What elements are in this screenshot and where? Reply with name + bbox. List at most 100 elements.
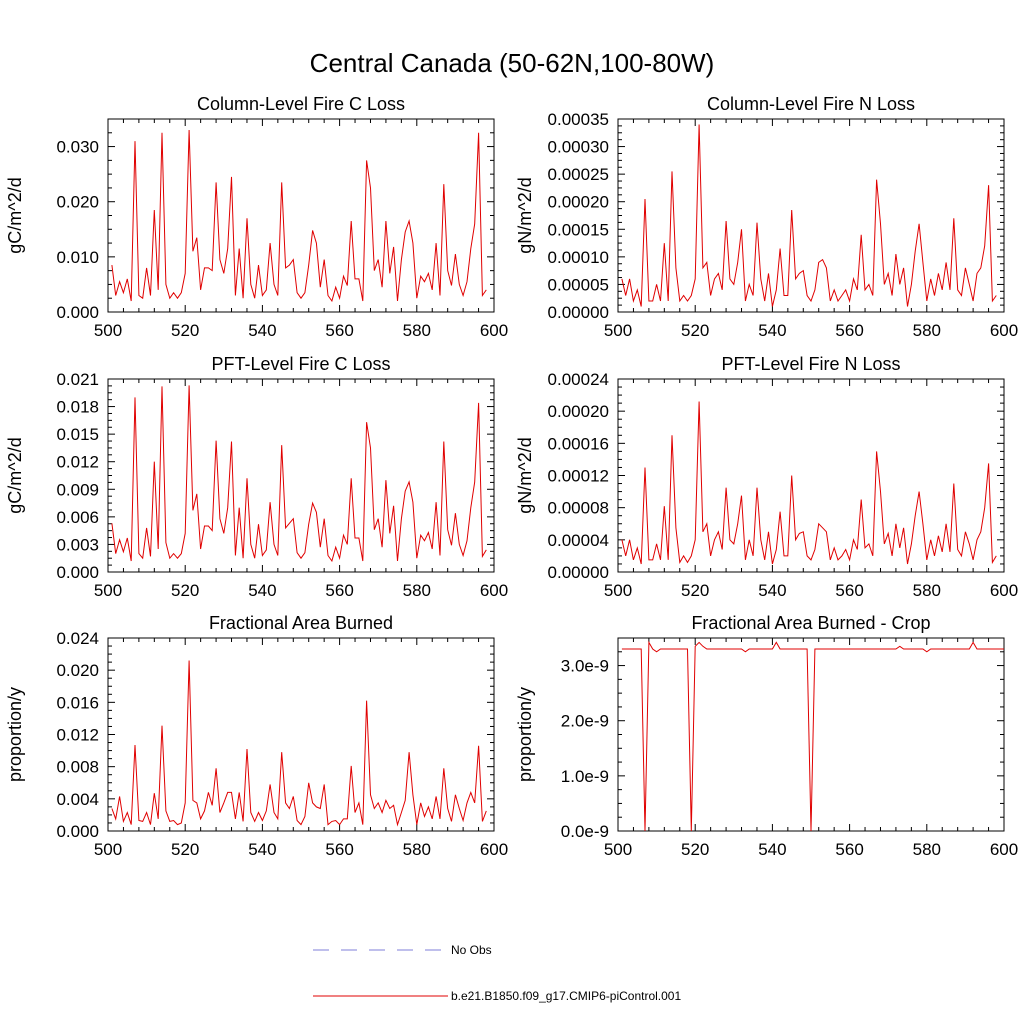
x-tick-label: 560 bbox=[835, 321, 863, 340]
x-tick-label: 540 bbox=[758, 840, 786, 859]
x-tick-label: 560 bbox=[325, 581, 353, 600]
y-tick-label: 0.015 bbox=[56, 425, 99, 444]
x-tick-label: 560 bbox=[835, 581, 863, 600]
x-tick-label: 600 bbox=[480, 321, 508, 340]
panels: Column-Level Fire C Loss gC/m^2/d 500 520 54… bbox=[5, 94, 1018, 859]
x-tick-label: 500 bbox=[604, 581, 632, 600]
y-tick-label: 0.030 bbox=[56, 138, 99, 157]
y-axis-label: gC/m^2/d bbox=[5, 437, 25, 513]
series-line bbox=[621, 401, 997, 565]
x-tick-label: 540 bbox=[758, 581, 786, 600]
x-tick-label: 600 bbox=[480, 840, 508, 859]
x-tick-label: 520 bbox=[681, 581, 709, 600]
y-tick-label: 0.00015 bbox=[548, 220, 609, 239]
panel-4: PFT-Level Fire N Loss gN/m^2/d 500 520 540 56… bbox=[515, 354, 1018, 600]
panel-2: Column-Level Fire N Loss gN/m^2/d 500 520 54… bbox=[515, 94, 1018, 340]
x-tick-label: 500 bbox=[604, 321, 632, 340]
x-tick-label: 560 bbox=[325, 321, 353, 340]
x-tick-label: 580 bbox=[913, 840, 941, 859]
y-tick-label: 0.016 bbox=[56, 693, 99, 712]
x-tick-label: 580 bbox=[403, 321, 431, 340]
y-tick-label: 0.00035 bbox=[548, 110, 609, 129]
y-tick-label: 0.0e-9 bbox=[561, 822, 609, 841]
y-tick-label: 0.00016 bbox=[548, 434, 609, 453]
x-tick-label: 580 bbox=[403, 840, 431, 859]
y-axis-label: proportion/y bbox=[5, 687, 25, 782]
y-tick-label: 0.000 bbox=[56, 822, 99, 841]
x-tick-label: 560 bbox=[325, 840, 353, 859]
series-line bbox=[111, 385, 487, 563]
panel-title: PFT-Level Fire N Loss bbox=[721, 354, 900, 374]
x-tick-label: 540 bbox=[248, 321, 276, 340]
y-tick-label: 0.00020 bbox=[548, 402, 609, 421]
x-tick-label: 520 bbox=[171, 840, 199, 859]
x-tick-label: 520 bbox=[681, 840, 709, 859]
y-tick-label: 0.00025 bbox=[548, 165, 609, 184]
series-line bbox=[111, 129, 487, 303]
y-tick-label: 0.004 bbox=[56, 790, 99, 809]
x-tick-label: 520 bbox=[171, 321, 199, 340]
series-line bbox=[111, 660, 487, 827]
panel-6: Fractional Area Burned - Crop proportion/… bbox=[515, 613, 1018, 859]
panel-title: PFT-Level Fire C Loss bbox=[211, 354, 390, 374]
y-tick-label: 0.012 bbox=[56, 453, 99, 472]
x-tick-label: 580 bbox=[403, 581, 431, 600]
y-tick-label: 0.020 bbox=[56, 193, 99, 212]
x-tick-label: 500 bbox=[94, 840, 122, 859]
panel-title: Column-Level Fire C Loss bbox=[197, 94, 405, 114]
y-axis-label: gN/m^2/d bbox=[515, 437, 535, 513]
y-tick-label: 0.003 bbox=[56, 535, 99, 554]
x-tick-label: 560 bbox=[835, 840, 863, 859]
y-tick-label: 0.010 bbox=[56, 248, 99, 267]
y-tick-label: 1.0e-9 bbox=[561, 767, 609, 786]
y-tick-label: 0.00005 bbox=[548, 275, 609, 294]
x-tick-label: 600 bbox=[990, 321, 1018, 340]
panel-title: Fractional Area Burned bbox=[209, 613, 393, 633]
x-tick-label: 580 bbox=[913, 321, 941, 340]
y-tick-label: 2.0e-9 bbox=[561, 712, 609, 731]
y-tick-label: 0.00000 bbox=[548, 303, 609, 322]
x-tick-label: 540 bbox=[758, 321, 786, 340]
y-tick-label: 0.000 bbox=[56, 563, 99, 582]
y-tick-label: 0.00024 bbox=[548, 370, 609, 389]
x-tick-label: 600 bbox=[990, 581, 1018, 600]
x-tick-label: 500 bbox=[94, 321, 122, 340]
x-tick-label: 600 bbox=[480, 581, 508, 600]
y-tick-label: 0.024 bbox=[56, 629, 99, 648]
y-tick-label: 0.012 bbox=[56, 726, 99, 745]
x-tick-label: 500 bbox=[604, 840, 632, 859]
x-tick-label: 500 bbox=[94, 581, 122, 600]
y-tick-label: 0.00020 bbox=[548, 193, 609, 212]
series-line bbox=[621, 640, 1004, 832]
y-axis-label: gN/m^2/d bbox=[515, 177, 535, 253]
panel-title: Fractional Area Burned - Crop bbox=[691, 613, 930, 633]
series-line bbox=[621, 124, 997, 307]
y-tick-label: 0.006 bbox=[56, 508, 99, 527]
panel-5: Fractional Area Burned proportion/y 500 520… bbox=[5, 613, 508, 859]
x-tick-label: 520 bbox=[171, 581, 199, 600]
y-tick-label: 0.018 bbox=[56, 398, 99, 417]
y-tick-label: 0.021 bbox=[56, 370, 99, 389]
x-tick-label: 520 bbox=[681, 321, 709, 340]
y-tick-label: 0.00000 bbox=[548, 563, 609, 582]
y-axis-label: gC/m^2/d bbox=[5, 177, 25, 253]
y-tick-label: 0.00030 bbox=[548, 138, 609, 157]
y-tick-label: 0.00004 bbox=[548, 531, 609, 550]
legend: No Obs b.e21.B1850.f09_g17.CMIP6-piContr… bbox=[313, 943, 681, 1003]
x-tick-label: 540 bbox=[248, 840, 276, 859]
x-tick-label: 540 bbox=[248, 581, 276, 600]
legend-label-no-obs: No Obs bbox=[451, 943, 492, 957]
panel-3: PFT-Level Fire C Loss gC/m^2/d 500 520 540 56… bbox=[5, 354, 508, 600]
panel-1: Column-Level Fire C Loss gC/m^2/d 500 520 54… bbox=[5, 94, 508, 340]
y-tick-label: 0.009 bbox=[56, 480, 99, 499]
x-tick-label: 600 bbox=[990, 840, 1018, 859]
panel-title: Column-Level Fire N Loss bbox=[707, 94, 915, 114]
y-tick-label: 0.00010 bbox=[548, 248, 609, 267]
y-tick-label: 0.008 bbox=[56, 758, 99, 777]
legend-label-model: b.e21.B1850.f09_g17.CMIP6-piControl.001 bbox=[451, 989, 681, 1003]
y-tick-label: 0.00012 bbox=[548, 467, 609, 486]
y-tick-label: 3.0e-9 bbox=[561, 657, 609, 676]
y-tick-label: 0.000 bbox=[56, 303, 99, 322]
